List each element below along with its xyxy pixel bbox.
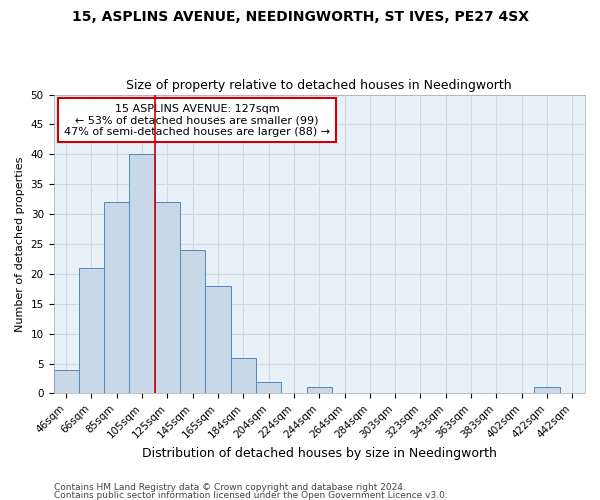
Bar	[307, 388, 332, 394]
Text: 15, ASPLINS AVENUE, NEEDINGWORTH, ST IVES, PE27 4SX: 15, ASPLINS AVENUE, NEEDINGWORTH, ST IVE…	[71, 10, 529, 24]
Bar	[155, 202, 180, 394]
Bar	[130, 154, 155, 394]
Bar	[53, 370, 79, 394]
Title: Size of property relative to detached houses in Needingworth: Size of property relative to detached ho…	[127, 79, 512, 92]
Text: 15 ASPLINS AVENUE: 127sqm
← 53% of detached houses are smaller (99)
47% of semi-: 15 ASPLINS AVENUE: 127sqm ← 53% of detac…	[64, 104, 330, 136]
Bar	[230, 358, 256, 394]
Text: Contains public sector information licensed under the Open Government Licence v3: Contains public sector information licen…	[54, 490, 448, 500]
Bar	[79, 268, 104, 394]
Text: Contains HM Land Registry data © Crown copyright and database right 2024.: Contains HM Land Registry data © Crown c…	[54, 484, 406, 492]
Bar	[104, 202, 130, 394]
Bar	[256, 382, 281, 394]
X-axis label: Distribution of detached houses by size in Needingworth: Distribution of detached houses by size …	[142, 447, 497, 460]
Bar	[205, 286, 230, 394]
Bar	[535, 388, 560, 394]
Bar	[180, 250, 205, 394]
Y-axis label: Number of detached properties: Number of detached properties	[15, 156, 25, 332]
